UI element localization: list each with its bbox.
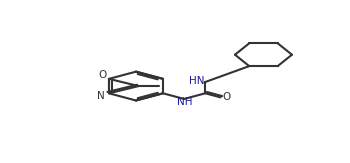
Text: HN: HN bbox=[189, 76, 205, 86]
Text: N: N bbox=[97, 91, 105, 101]
Text: NH: NH bbox=[177, 97, 193, 107]
Text: O: O bbox=[222, 92, 231, 102]
Text: O: O bbox=[99, 70, 107, 80]
